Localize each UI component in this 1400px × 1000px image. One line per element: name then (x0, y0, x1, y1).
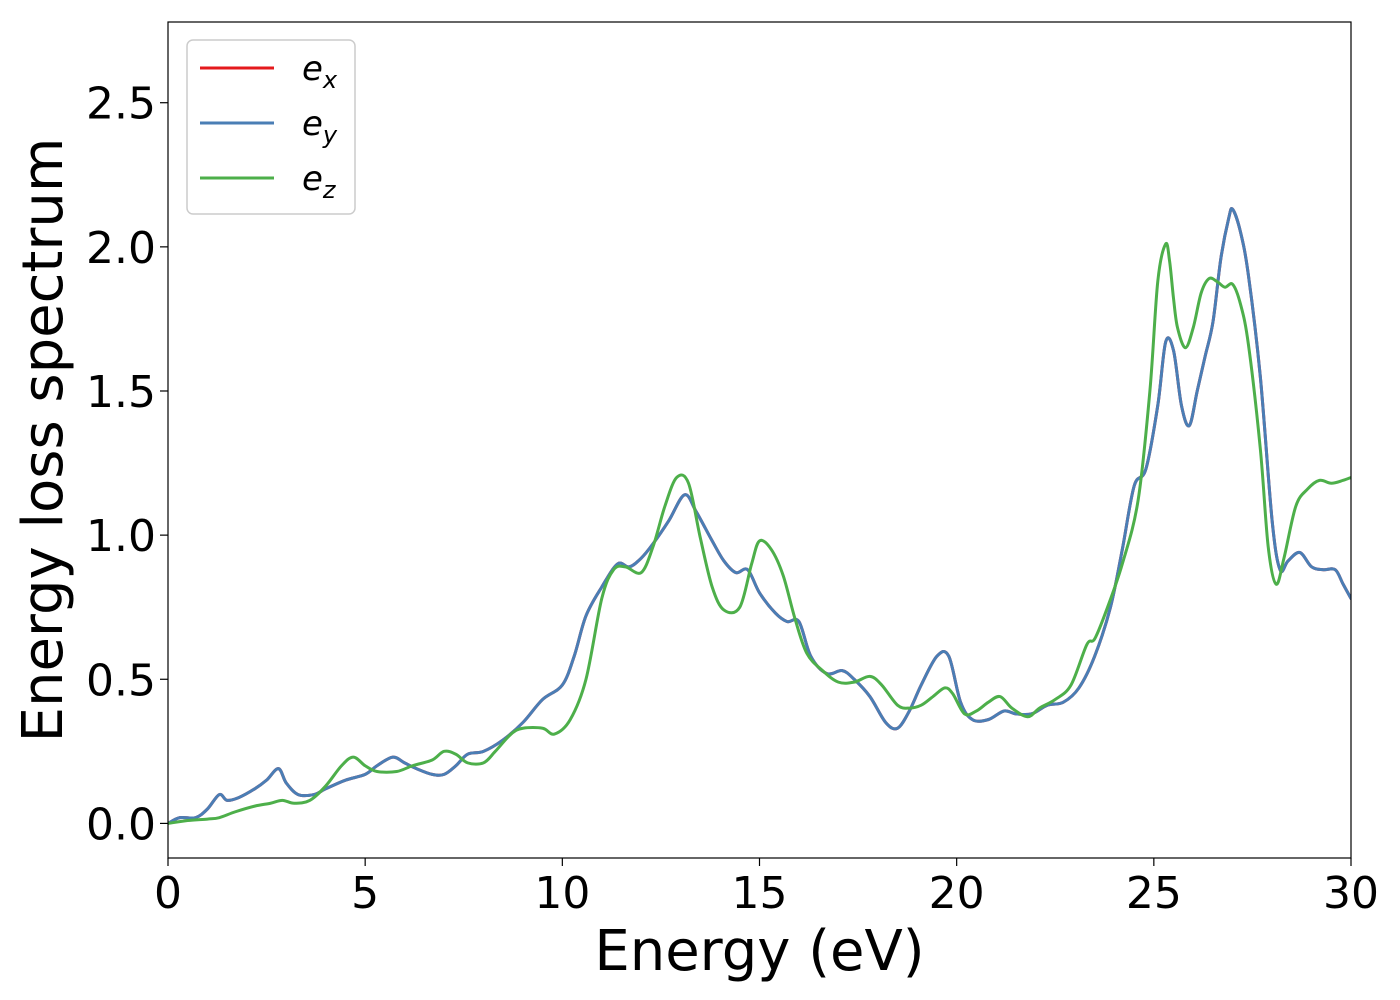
legend-label-y: ey (302, 104, 338, 149)
y-axis-label: Energy loss spectrum (11, 138, 76, 743)
series-lines (168, 207, 1351, 825)
x-tick-label: 0 (154, 868, 182, 919)
legend-label-z: ez (302, 159, 337, 204)
x-tick-label: 5 (351, 868, 379, 919)
x-tick-label: 20 (929, 868, 985, 919)
y-tick-label: 0.0 (86, 799, 156, 850)
legend: ex ey ez (186, 39, 356, 215)
x-tick-label: 15 (732, 868, 788, 919)
x-tick-label: 30 (1323, 868, 1379, 919)
y-tick-label: 2.0 (86, 223, 156, 274)
y-tick-label: 2.5 (86, 79, 156, 130)
y-tick-label: 1.0 (86, 511, 156, 562)
series-line-z (168, 241, 1351, 825)
x-axis-ticks: 0 5 10 15 20 25 30 (154, 858, 1379, 919)
y-tick-label: 1.5 (86, 367, 156, 418)
x-tick-label: 25 (1126, 868, 1182, 919)
y-tick-label: 0.5 (86, 655, 156, 706)
x-tick-label: 10 (534, 868, 590, 919)
legend-label-x: ex (302, 49, 338, 94)
x-axis-label: Energy (eV) (594, 919, 924, 984)
legend-box (186, 39, 356, 215)
y-axis-ticks: 0.0 0.5 1.0 1.5 2.0 2.5 (86, 79, 168, 850)
